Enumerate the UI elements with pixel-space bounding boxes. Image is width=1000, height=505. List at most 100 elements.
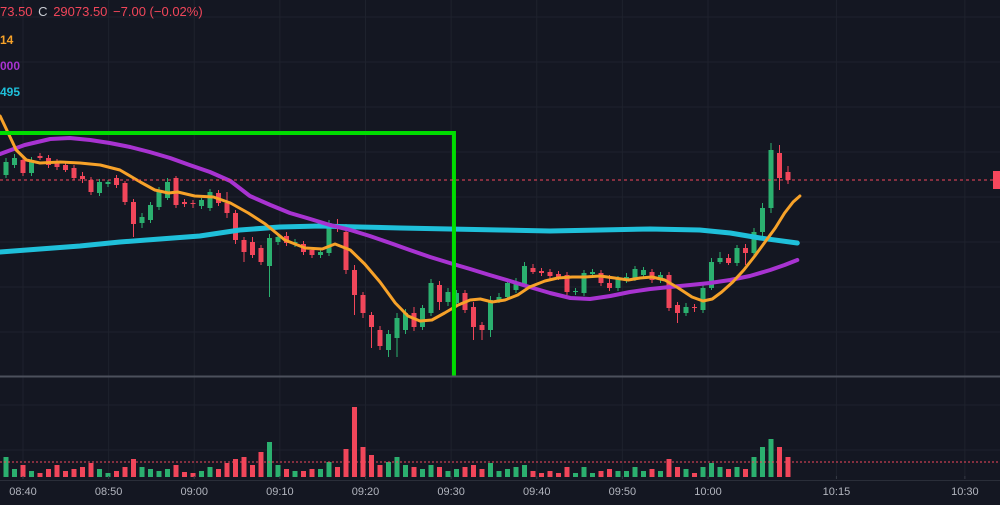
candle-body — [182, 202, 187, 204]
candle-body — [556, 274, 561, 277]
candle-body — [12, 158, 17, 165]
candle-body — [3, 162, 9, 175]
volume-bar — [590, 473, 595, 477]
volume-bar — [29, 471, 34, 477]
volume-bar — [3, 457, 9, 477]
volume-bar — [785, 457, 791, 477]
volume-bar — [284, 469, 289, 477]
candle-body — [190, 203, 196, 204]
volume-bar — [360, 447, 366, 477]
candle-body — [777, 153, 782, 178]
volume-bar — [394, 457, 400, 477]
volume-bar — [411, 467, 417, 477]
time-axis-label: 09:30 — [437, 486, 465, 498]
candle-body — [377, 330, 383, 346]
candle-body — [505, 283, 510, 297]
candle-body — [530, 268, 536, 272]
candle-body — [590, 272, 595, 274]
volume-bar — [768, 439, 774, 477]
candle-body — [760, 208, 765, 232]
volume-bar — [488, 463, 493, 477]
volume-bar — [275, 465, 281, 477]
volume-bar — [46, 469, 51, 477]
time-axis[interactable]: 08:40 08:50 09:00 09:10 09:20 09:30 09:40 09:50… — [0, 480, 1000, 505]
volume-bar — [709, 463, 714, 477]
candle-body — [454, 293, 459, 303]
volume-bar — [216, 469, 221, 477]
last-price-label — [993, 171, 1000, 189]
candle-body — [360, 295, 366, 313]
volume-bar — [420, 469, 425, 477]
candle-body — [63, 165, 68, 170]
volume-bar — [530, 471, 536, 477]
volume-bar — [496, 471, 502, 477]
volume-bar — [80, 467, 85, 477]
candle-body — [97, 182, 102, 193]
volume-bar — [454, 469, 459, 477]
volume-bar — [658, 471, 663, 477]
candle-body — [250, 242, 255, 255]
candle-body — [131, 202, 136, 224]
volume-bar — [114, 471, 119, 477]
volume-bar — [479, 469, 485, 477]
candle-body — [692, 307, 697, 308]
candle-body — [241, 240, 247, 252]
candle-body — [785, 172, 791, 180]
volume-bar — [343, 449, 349, 477]
volume-bar — [428, 465, 434, 477]
volume-bar — [403, 465, 408, 477]
volume-bar — [301, 471, 306, 477]
candle-body — [165, 182, 170, 198]
volume-bar — [717, 467, 723, 477]
time-axis-label: 09:10 — [266, 486, 294, 498]
drawing-rectangle[interactable] — [0, 131, 456, 377]
volume-bar — [12, 469, 17, 477]
candle-body — [199, 200, 204, 206]
candle-body — [488, 300, 493, 330]
time-axis-label: 09:20 — [351, 486, 380, 498]
candle-body — [207, 192, 213, 208]
candle-body — [420, 308, 425, 327]
candle-body — [547, 272, 553, 276]
candle-body — [751, 232, 757, 253]
candle-body — [675, 305, 680, 313]
candle-body — [309, 250, 315, 255]
candle-body — [581, 273, 587, 293]
candle-body — [632, 269, 638, 278]
candle-body — [717, 258, 723, 262]
volume-bar — [632, 467, 638, 477]
candle-body — [522, 266, 527, 284]
candle-body — [148, 205, 153, 220]
volume-bar — [250, 465, 255, 477]
volume-bar — [607, 469, 612, 477]
volume-bar — [692, 473, 697, 477]
volume-bar — [199, 471, 204, 477]
candle-body — [607, 283, 612, 288]
volume-bar — [326, 462, 332, 477]
volume-bar — [777, 447, 782, 477]
volume-bar — [445, 471, 451, 477]
volume-bar — [641, 471, 646, 477]
time-axis-label: 10:00 — [694, 486, 722, 498]
volume-bar — [743, 469, 748, 477]
volume-bar — [649, 469, 655, 477]
candle-body — [105, 182, 111, 184]
volume-bar — [700, 467, 706, 477]
volume-bar — [369, 455, 374, 477]
volume-bar — [88, 463, 94, 477]
candle-body — [437, 285, 442, 302]
volume-bar — [318, 469, 323, 477]
candle-body — [573, 291, 578, 292]
volume-bar — [54, 465, 60, 477]
volume-bar — [139, 467, 145, 477]
candle-body — [700, 288, 706, 310]
candle-body — [564, 275, 570, 292]
candle-body — [479, 325, 485, 330]
candle-body — [275, 237, 281, 242]
candle-body — [734, 248, 740, 263]
volume-bar — [581, 467, 587, 477]
candle-body — [54, 162, 60, 167]
candle-body — [326, 223, 332, 253]
candle-body — [156, 190, 162, 207]
